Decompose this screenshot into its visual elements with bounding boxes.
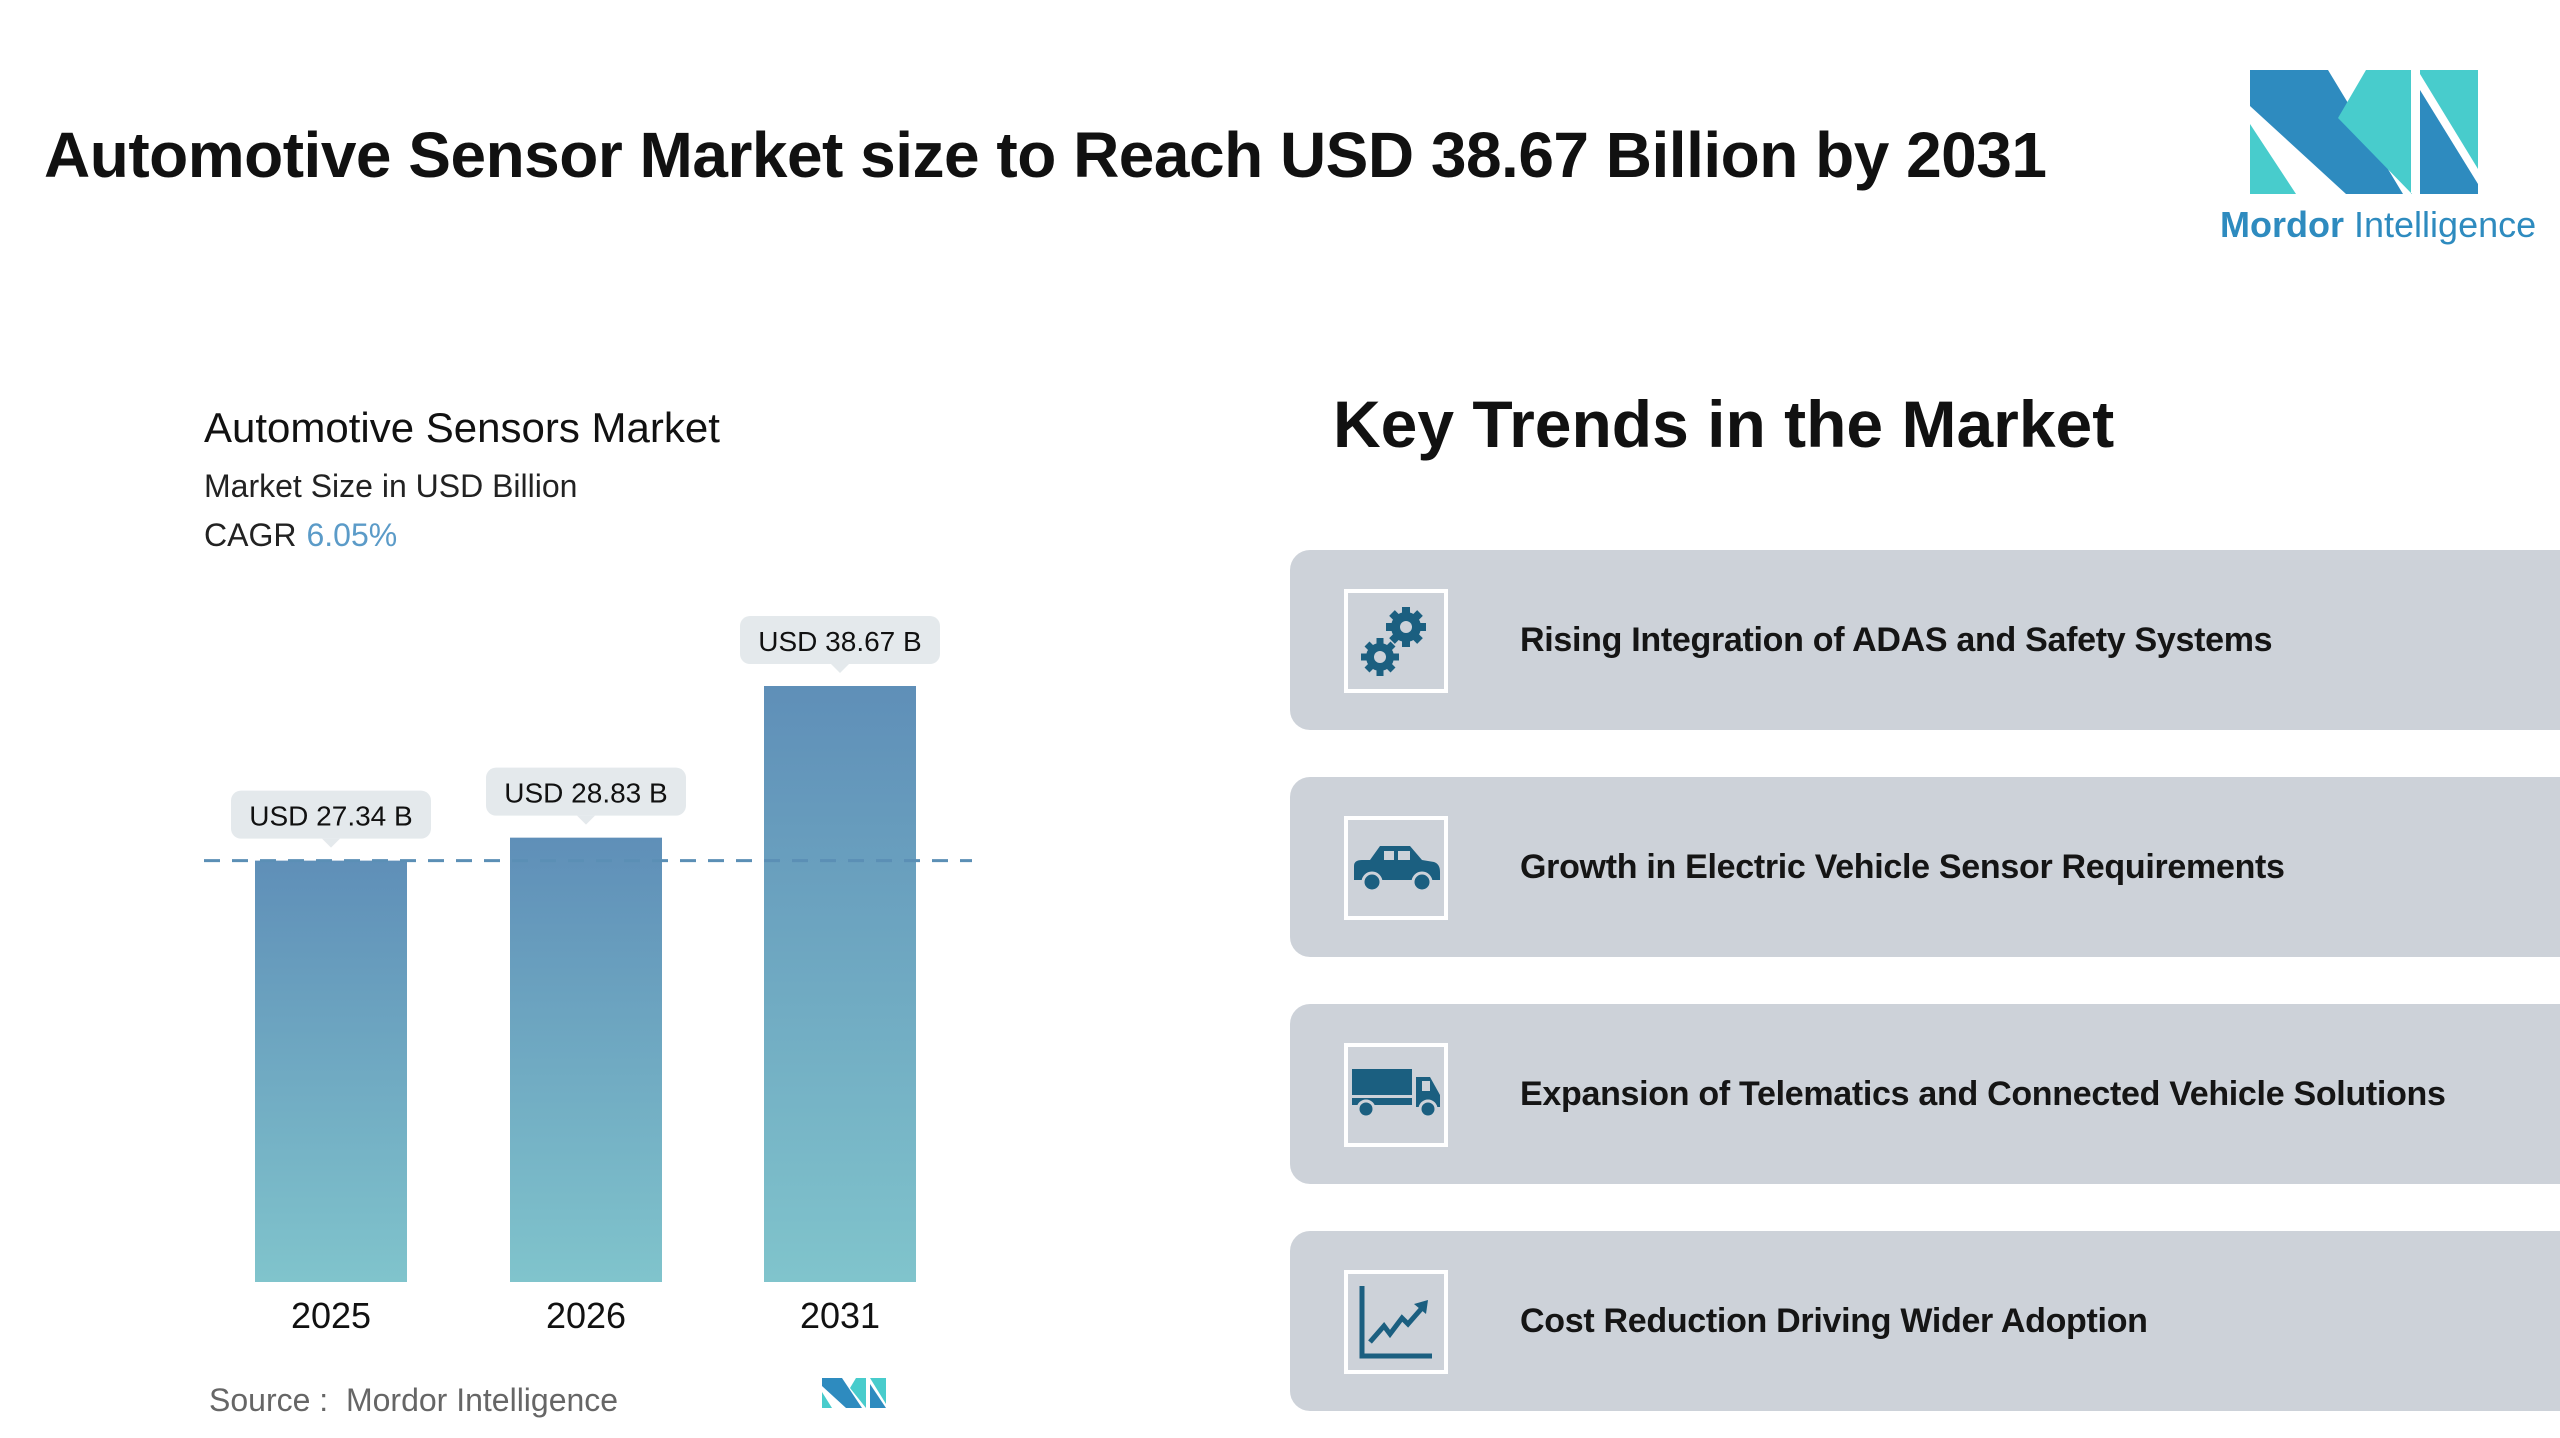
chart-subtitle: Market Size in USD Billion [204, 468, 578, 504]
data-label-bubble [231, 790, 431, 839]
logo-wordmark: Mordor Intelligence [2220, 204, 2536, 246]
cagr-value: 6.05% [306, 517, 398, 553]
logo-word-intelligence: Intelligence [2354, 204, 2537, 245]
source-note: Source : Mordor Intelligence [209, 1382, 618, 1419]
trend-label: Growth in Electric Vehicle Sensor Requir… [1520, 848, 2285, 886]
trend-label: Cost Reduction Driving Wider Adoption [1520, 1302, 2148, 1340]
x-tick-label: 2025 [291, 1295, 371, 1336]
gears-icon [1344, 589, 1448, 693]
source-value: Mordor Intelligence [345, 1382, 619, 1418]
data-label: USD 28.83 B [504, 778, 667, 809]
trend-card: Expansion of Telematics and Connected Ve… [1290, 1004, 2560, 1184]
trend-label: Expansion of Telematics and Connected Ve… [1520, 1075, 2446, 1113]
mordor-intelligence-logo [2250, 70, 2478, 194]
chart-title: Automotive Sensors Market [204, 404, 720, 451]
car-icon [1344, 816, 1448, 920]
logo-word-mordor: Mordor [2220, 204, 2344, 245]
bar-2025 [255, 860, 407, 1282]
data-label-bubble [486, 767, 686, 816]
data-label-pointer [322, 838, 340, 848]
trend-card: Growth in Electric Vehicle Sensor Requir… [1290, 777, 2560, 957]
data-label-bubble [740, 616, 940, 664]
data-label-pointer [577, 815, 595, 825]
data-label: USD 27.34 B [249, 801, 412, 832]
trend-chart-icon [1344, 1270, 1448, 1374]
trend-card: Cost Reduction Driving Wider Adoption [1290, 1231, 2560, 1411]
trend-card: Rising Integration of ADAS and Safety Sy… [1290, 550, 2560, 730]
cagr: CAGR 6.05% [204, 517, 397, 554]
bar-chart: USD 27.34 B 2025 USD 28.83 B 2026 USD 38.67 … [204, 616, 972, 1336]
x-tick-label: 2031 [800, 1295, 880, 1336]
cagr-label: CAGR [204, 517, 297, 553]
trend-label: Rising Integration of ADAS and Safety Sy… [1520, 621, 2273, 659]
data-label: USD 38.67 B [758, 626, 921, 657]
bar-2026 [510, 837, 662, 1282]
truck-icon [1344, 1043, 1448, 1147]
mordor-small-logo [822, 1378, 886, 1408]
data-label-pointer [831, 664, 849, 673]
source-label: Source : [209, 1382, 329, 1418]
bar-2031 [764, 686, 916, 1282]
trends-title: Key Trends in the Market [1333, 387, 2115, 461]
page-title: Automotive Sensor Market size to Reach U… [44, 119, 2047, 191]
x-tick-label: 2026 [546, 1295, 626, 1336]
